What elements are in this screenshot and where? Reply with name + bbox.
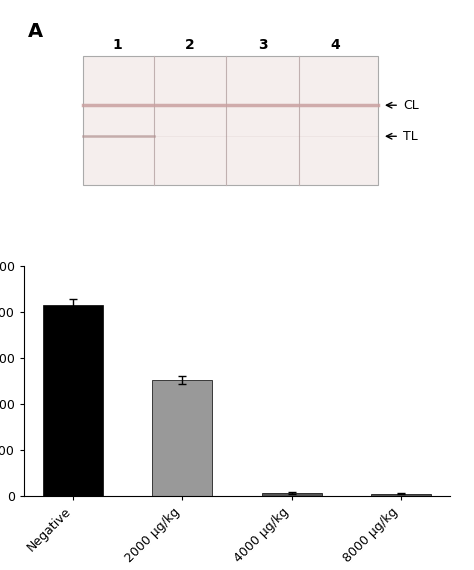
Text: 1: 1 <box>113 38 122 52</box>
Bar <box>43 305 103 496</box>
Bar <box>152 380 212 496</box>
FancyBboxPatch shape <box>83 56 378 185</box>
Text: 3: 3 <box>258 38 267 52</box>
Text: TL: TL <box>403 130 418 142</box>
Text: CL: CL <box>403 99 419 112</box>
Text: 2: 2 <box>185 38 195 52</box>
Bar <box>262 493 322 496</box>
Text: 4: 4 <box>330 38 340 52</box>
Bar <box>371 494 431 496</box>
Text: A: A <box>28 22 43 42</box>
